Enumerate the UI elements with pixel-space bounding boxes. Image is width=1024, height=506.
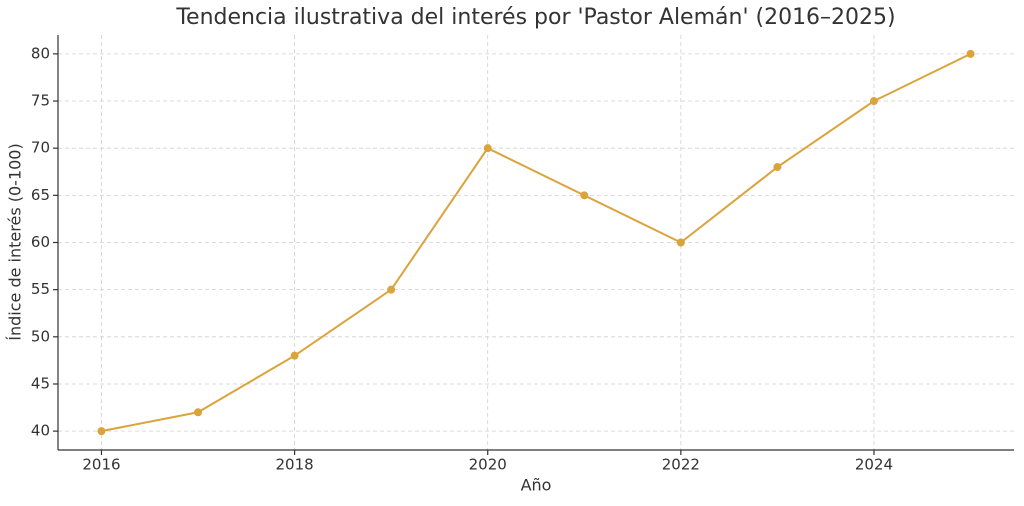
point bbox=[580, 191, 589, 200]
point bbox=[773, 163, 782, 172]
chart-title: Tendencia ilustrativa del interés por 'P… bbox=[175, 5, 895, 30]
y-tick-label: 50 bbox=[31, 327, 50, 345]
y-tick-label: 40 bbox=[31, 422, 50, 440]
y-tick-label: 65 bbox=[31, 186, 50, 204]
point bbox=[387, 285, 396, 294]
y-tick-label: 55 bbox=[31, 280, 50, 298]
point bbox=[483, 144, 492, 153]
y-axis-label: Índice de interés (0-100) bbox=[6, 143, 25, 340]
y-tick-label: 60 bbox=[31, 233, 50, 251]
point bbox=[676, 238, 685, 247]
x-tick-label: 2020 bbox=[469, 456, 507, 474]
point bbox=[194, 408, 203, 417]
x-tick-label: 2016 bbox=[82, 456, 120, 474]
y-tick-label: 70 bbox=[31, 139, 50, 157]
x-tick-label: 2024 bbox=[855, 456, 893, 474]
point bbox=[97, 427, 106, 436]
point bbox=[290, 351, 299, 360]
x-tick-label: 2022 bbox=[662, 456, 700, 474]
y-tick-label: 45 bbox=[31, 374, 50, 392]
plot bbox=[97, 49, 975, 436]
x-axis-label: Año bbox=[521, 476, 552, 495]
point bbox=[966, 49, 975, 58]
x-tick-label: 2018 bbox=[275, 456, 313, 474]
y-tick-label: 80 bbox=[31, 44, 50, 62]
y-tick-label: 75 bbox=[31, 92, 50, 110]
point bbox=[869, 97, 878, 106]
line bbox=[101, 52, 971, 433]
grid bbox=[58, 35, 1014, 450]
